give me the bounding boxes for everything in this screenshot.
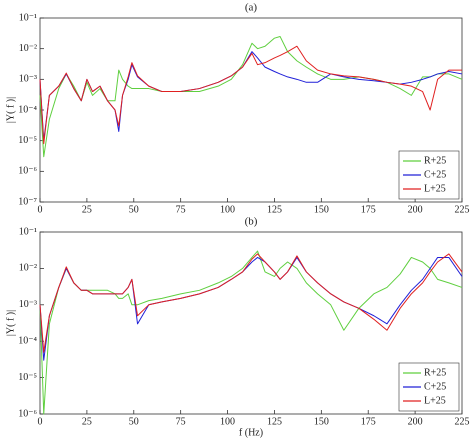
y-tick-label: 10⁻² [19, 43, 37, 54]
legend-label: R+25 [424, 367, 446, 378]
plot-area [39, 231, 463, 415]
y-tick-label: 10⁻⁵ [18, 372, 37, 383]
series-line [39, 256, 463, 361]
x-tick-label: 175 [361, 416, 376, 427]
x-tick-label: 150 [314, 204, 329, 215]
x-tick-label: 75 [176, 204, 186, 215]
x-tick-label: 50 [129, 204, 139, 215]
y-tick-label: 10⁻² [19, 263, 37, 274]
legend-label: C+25 [424, 381, 446, 392]
x-tick-label: 150 [314, 416, 329, 427]
y-axis-label: |Y( f )| [5, 310, 16, 336]
x-tick-label: 0 [38, 416, 43, 427]
y-tick-label: 10⁻⁴ [18, 335, 37, 346]
x-tick-label: 175 [361, 204, 376, 215]
y-tick-label: 10⁻⁷ [18, 196, 37, 207]
legend-label: C+25 [424, 169, 446, 180]
legend-label: L+25 [424, 183, 446, 194]
y-tick-label: 10⁻¹ [19, 12, 37, 23]
series-line [39, 253, 463, 353]
chart-title: (a) [245, 2, 258, 14]
x-tick-label: 200 [408, 204, 423, 215]
y-tick-label: 10⁻⁴ [18, 104, 37, 115]
series-line [39, 250, 463, 415]
x-tick-label: 75 [176, 416, 186, 427]
y-tick-label: 10⁻³ [19, 299, 37, 310]
series-line [39, 45, 462, 145]
x-tick-label: 25 [82, 416, 92, 427]
x-tick-label: 25 [82, 204, 92, 215]
x-tick-label: 200 [408, 416, 423, 427]
y-tick-label: 10⁻⁶ [18, 408, 37, 419]
x-axis-label: f (Hz) [239, 427, 263, 438]
x-tick-label: 50 [129, 416, 139, 427]
legend-label: R+25 [424, 155, 446, 166]
x-tick-label: 100 [220, 416, 235, 427]
y-tick-label: 10⁻¹ [19, 226, 37, 237]
y-tick-label: 10⁻⁵ [18, 135, 37, 146]
series-line [39, 51, 463, 142]
legend-label: L+25 [424, 395, 446, 406]
x-tick-label: 0 [38, 204, 43, 215]
x-tick-label: 225 [455, 204, 470, 215]
y-tick-label: 10⁻³ [19, 74, 37, 85]
x-tick-label: 125 [267, 416, 282, 427]
y-tick-label: 10⁻⁶ [18, 166, 37, 177]
x-tick-label: 125 [267, 204, 282, 215]
x-tick-label: 100 [220, 204, 235, 215]
x-tick-label: 225 [455, 416, 470, 427]
chart-title: (b) [245, 216, 258, 228]
y-axis-label: |Y( f )| [5, 97, 16, 123]
